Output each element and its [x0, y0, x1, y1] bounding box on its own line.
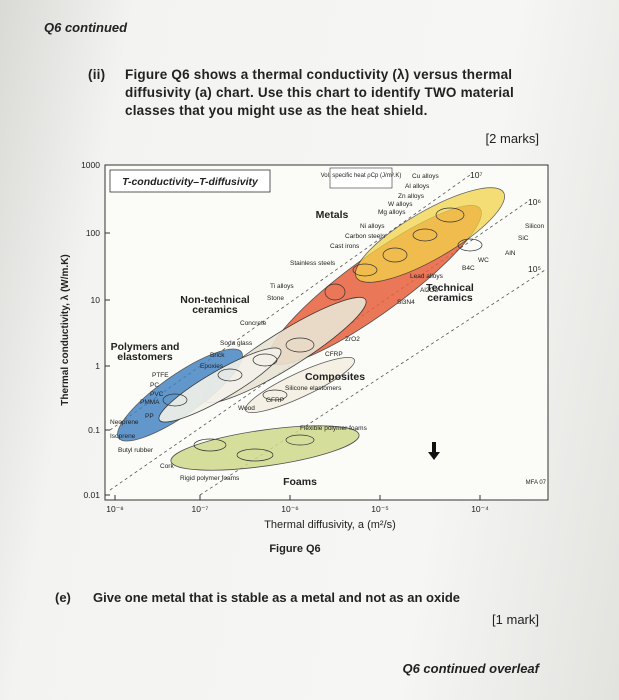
material-label: B4C: [462, 265, 475, 272]
cursor-arrow: [428, 442, 440, 460]
material-label: Stone: [267, 295, 284, 302]
chart-title: T-conductivity–T-diffusivity: [122, 176, 259, 188]
class-label: Composites: [305, 371, 365, 383]
material-label: Cu alloys: [412, 173, 439, 180]
material-label: Brick: [210, 352, 225, 359]
y-tick-label: 1000: [81, 160, 100, 170]
material-label: Silicone elastomers: [285, 385, 342, 392]
material-label: Ti alloys: [270, 283, 294, 290]
material-label: Concrete: [240, 320, 267, 327]
material-label: Stainless steels: [290, 260, 336, 267]
material-label: WC: [478, 257, 489, 264]
material-label: PC: [150, 382, 159, 389]
material-label: PMMA: [140, 399, 160, 406]
class-label: Metals: [316, 209, 349, 221]
material-label: SiC: [518, 235, 529, 242]
class-label: Non-technical: [180, 294, 250, 306]
material-label: Lead alloys: [410, 273, 444, 280]
heat-capacity-value: 10⁵: [528, 264, 541, 274]
credit: MFA 07: [526, 480, 547, 486]
question-line: classes that you might use as the heat s…: [125, 103, 428, 118]
title-box: [109, 169, 271, 193]
material-label: Wood: [238, 405, 255, 412]
header: Q6 continued: [44, 20, 128, 35]
material-label: Zn alloys: [398, 193, 425, 200]
material-label: Butyl rubber: [118, 447, 154, 454]
material-label: Neoprene: [110, 419, 139, 426]
y-tick-label: 1: [95, 361, 100, 371]
material-label: PP: [145, 413, 154, 420]
material-label: PVC: [150, 391, 164, 398]
envelopes: [117, 187, 505, 471]
material-label: CFRP: [325, 351, 343, 358]
material-label: Flexible polymer foams: [300, 425, 368, 432]
material-label: PTFE: [152, 372, 169, 379]
x-tick-label: 10⁻⁷: [191, 504, 208, 514]
y-tick-label: 10: [91, 295, 101, 305]
class-label: ceramics: [427, 292, 473, 304]
material-label: Cast irons: [330, 243, 360, 250]
material-label: Isoprene: [110, 433, 136, 440]
heat-capacity-label: Vol. specific heat ρCp (J/m³.K): [321, 173, 402, 179]
label-box: [329, 167, 393, 189]
class-label: Technical: [426, 282, 474, 294]
figure-caption: Figure Q6: [269, 543, 320, 555]
y-tick-label: 0.01: [83, 490, 100, 500]
question-line: diffusivity (a) chart. Use this chart to…: [125, 85, 514, 100]
material-label: Soda glass: [220, 340, 253, 347]
material-label: Carbon steels: [345, 233, 386, 240]
y-axis-label: Thermal conductivity, λ (W/m.K): [60, 254, 71, 406]
figure: T-conductivity–T-diffusivity Vol. specif…: [60, 160, 549, 555]
question-line: Give one metal that is stable as a metal…: [93, 590, 461, 605]
material-label: Silicon: [525, 223, 545, 230]
material-label: Cork: [160, 463, 174, 470]
marks: [1 mark]: [492, 612, 539, 627]
part-label: (e): [55, 590, 71, 605]
heat-capacity-value: 10⁶: [528, 197, 541, 207]
footer: Q6 continued overleaf: [402, 661, 539, 676]
material-label: Al alloys: [405, 183, 430, 190]
x-axis-label: Thermal diffusivity, a (m²/s): [264, 519, 396, 531]
x-tick-label: 10⁻⁸: [106, 504, 124, 514]
heat-capacity-value: 10⁷: [470, 170, 483, 180]
material-label: Mg alloys: [378, 209, 406, 216]
x-tick-label: 10⁻⁶: [281, 504, 298, 514]
y-tick-label: 0.1: [88, 425, 100, 435]
question-line: Figure Q6 shows a thermal conductivity (…: [125, 67, 513, 82]
class-label: ceramics: [192, 304, 238, 316]
y-tick-label: 100: [86, 228, 100, 238]
class-label: elastomers: [117, 351, 173, 363]
x-tick-label: 10⁻⁵: [371, 504, 388, 514]
material-label: AlN: [505, 250, 516, 257]
part-label: (ii): [88, 67, 106, 82]
material-label: Ni alloys: [360, 223, 385, 230]
material-label: Rigid polymer foams: [180, 475, 240, 482]
material-label: GFRP: [266, 397, 284, 404]
class-label: Polymers and: [111, 341, 180, 353]
material-label: Epoxies: [200, 363, 224, 370]
material-label: Al2O3: [420, 287, 438, 294]
class-label: Foams: [283, 476, 317, 488]
material-label: Si3N4: [397, 299, 415, 306]
material-bubbles: [162, 207, 483, 462]
marks: [2 marks]: [485, 131, 539, 146]
material-label: ZrO2: [345, 336, 360, 343]
material-label: W alloys: [388, 201, 413, 208]
x-tick-label: 10⁻⁴: [471, 504, 489, 514]
